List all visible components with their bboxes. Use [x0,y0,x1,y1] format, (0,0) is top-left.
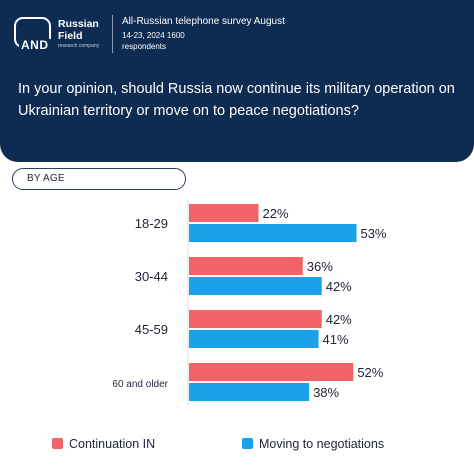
bar-continuation-in-45-59 [189,310,322,328]
survey-info-line2: 14-23, 2024 1600 [122,31,185,40]
bar-continuation-in-60-and-older [189,363,354,381]
value-label-continuation-in-45-59: 42% [326,312,352,327]
category-label-18-29: 18-29 [135,216,168,231]
bar-moving-to-negotiations-60-and-older [189,383,310,401]
value-label-continuation-in-30-44: 36% [307,259,333,274]
brand-tagline: research company [58,43,100,49]
header-banner: AND Russian Field research company All-R… [0,0,474,162]
category-label-45-59: 45-59 [135,322,168,337]
legend-swatch-negotiations [242,438,253,449]
survey-info-line1: All-Russian telephone survey August [122,16,285,27]
bar-moving-to-negotiations-30-44 [189,277,322,295]
group-by-age-label: BY AGE [27,173,65,184]
category-label-30-44: 30-44 [135,269,168,284]
bar-continuation-in-18-29 [189,204,259,222]
value-label-moving-to-negotiations-45-59: 41% [323,332,349,347]
header-divider [112,15,113,53]
logo-mark: AND [14,17,51,52]
value-label-moving-to-negotiations-60-and-older: 38% [313,385,339,400]
value-label-moving-to-negotiations-30-44: 42% [326,279,352,294]
legend-label-continuation: Continuation IN [69,437,156,451]
group-by-age-pill: BY AGE [12,168,186,190]
value-label-continuation-in-18-29: 22% [263,206,289,221]
survey-info-line3: respondents [122,42,167,51]
survey-question: In your opinion, should Russia now conti… [18,81,455,119]
logo-mark-text: AND [19,38,51,52]
legend-label-negotiations: Moving to negotiations [259,437,385,451]
brand-name: Russian Field [58,18,99,42]
bar-moving-to-negotiations-18-29 [189,224,357,242]
category-label-60-and-older: 60 and older [112,379,168,390]
bar-continuation-in-30-44 [189,257,303,275]
value-label-moving-to-negotiations-18-29: 53% [360,226,386,241]
bar-moving-to-negotiations-45-59 [189,330,319,348]
legend-swatch-continuation [52,438,63,449]
value-label-continuation-in-60-and-older: 52% [357,365,383,380]
